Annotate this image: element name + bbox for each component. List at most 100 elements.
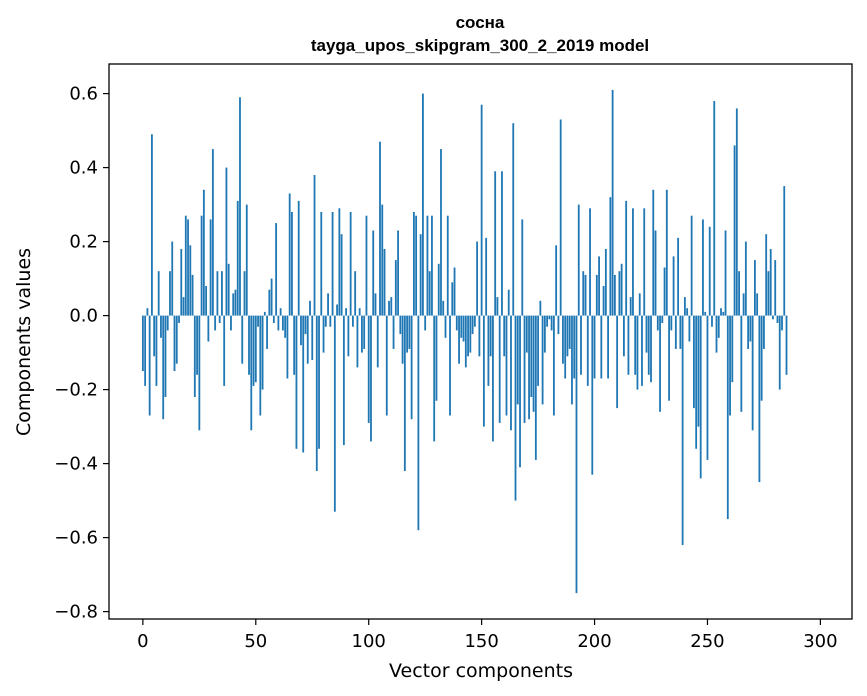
bar-240 bbox=[683, 297, 686, 316]
y-axis-ticks: −0.8 −0.6 −0.4 −0.2 0.0 0.2 0.4 0.6 bbox=[54, 84, 109, 623]
bar-15 bbox=[175, 315, 178, 364]
bar-109 bbox=[388, 300, 390, 316]
bar-120 bbox=[412, 212, 415, 316]
bar-260 bbox=[729, 315, 731, 416]
bar-177 bbox=[541, 315, 544, 405]
bar-19 bbox=[184, 215, 187, 316]
bar-150 bbox=[480, 104, 483, 316]
bar-250 bbox=[706, 315, 709, 460]
bar-171 bbox=[528, 315, 530, 420]
y-tick-label: 0.4 bbox=[69, 158, 98, 179]
bar-237 bbox=[677, 237, 680, 316]
bar-186 bbox=[562, 315, 564, 364]
bar-64 bbox=[286, 315, 289, 379]
bar-166 bbox=[516, 315, 519, 405]
bar-33 bbox=[216, 271, 219, 316]
bar-174 bbox=[534, 315, 537, 460]
bar-134 bbox=[444, 315, 447, 338]
bar-129 bbox=[433, 315, 436, 442]
bar-285 bbox=[785, 315, 788, 375]
bar-0 bbox=[141, 315, 144, 372]
bar-234 bbox=[670, 315, 673, 331]
bar-159 bbox=[501, 171, 503, 316]
bar-41 bbox=[234, 289, 237, 316]
bar-67 bbox=[293, 315, 296, 375]
bar-103 bbox=[374, 293, 377, 316]
bar-3 bbox=[148, 315, 151, 416]
bar-91 bbox=[347, 315, 350, 357]
x-tick-label: 300 bbox=[803, 631, 837, 652]
bar-141 bbox=[460, 315, 463, 338]
bar-119 bbox=[410, 315, 413, 420]
bar-46 bbox=[245, 204, 248, 316]
bar-149 bbox=[478, 315, 481, 357]
bar-68 bbox=[295, 315, 298, 449]
bar-196 bbox=[584, 274, 587, 316]
bar-6 bbox=[155, 315, 158, 386]
bar-283 bbox=[781, 315, 783, 331]
bar-1 bbox=[144, 315, 147, 386]
bar-117 bbox=[406, 315, 409, 353]
bar-43 bbox=[239, 97, 241, 316]
bar-73 bbox=[306, 315, 309, 364]
bar-32 bbox=[214, 315, 217, 331]
bar-279 bbox=[772, 315, 774, 320]
bar-181 bbox=[550, 315, 553, 331]
bar-218 bbox=[634, 315, 637, 375]
bar-53 bbox=[261, 315, 264, 390]
bar-13 bbox=[171, 241, 174, 316]
bar-199 bbox=[591, 315, 594, 475]
bar-163 bbox=[510, 315, 512, 431]
bar-210 bbox=[616, 315, 619, 409]
bar-35 bbox=[221, 271, 223, 316]
bar-276 bbox=[765, 234, 768, 316]
bar-261 bbox=[731, 315, 734, 383]
bar-203 bbox=[600, 315, 603, 379]
bar-168 bbox=[521, 219, 524, 316]
bar-99 bbox=[365, 215, 368, 316]
bar-247 bbox=[699, 315, 702, 479]
bar-130 bbox=[435, 315, 438, 401]
bar-11 bbox=[166, 315, 169, 331]
bar-271 bbox=[753, 260, 756, 316]
bar-47 bbox=[248, 315, 250, 375]
bar-207 bbox=[609, 197, 612, 316]
bar-111 bbox=[392, 315, 395, 349]
bar-36 bbox=[223, 315, 226, 386]
bar-89 bbox=[342, 315, 345, 446]
bar-191 bbox=[573, 315, 576, 379]
bar-206 bbox=[607, 315, 609, 379]
bar-160 bbox=[503, 315, 506, 357]
bar-45 bbox=[243, 271, 246, 316]
bar-153 bbox=[487, 315, 490, 386]
bar-258 bbox=[724, 230, 727, 316]
bar-4 bbox=[151, 134, 153, 316]
bar-208 bbox=[611, 89, 614, 316]
plot-frame bbox=[108, 63, 853, 620]
bar-193 bbox=[577, 204, 580, 316]
bar-17 bbox=[180, 249, 183, 316]
bar-215 bbox=[627, 315, 630, 375]
bar-83 bbox=[329, 315, 332, 327]
bar-244 bbox=[693, 315, 695, 409]
bar-76 bbox=[313, 175, 316, 316]
y-tick-label: −0.2 bbox=[54, 380, 98, 401]
x-tick-label: 100 bbox=[352, 631, 386, 652]
bar-278 bbox=[769, 249, 772, 316]
bar-49 bbox=[252, 315, 255, 386]
bar-52 bbox=[259, 315, 262, 416]
bar-284 bbox=[783, 186, 786, 316]
bar-147 bbox=[473, 315, 476, 327]
bar-270 bbox=[751, 315, 754, 431]
bar-254 bbox=[715, 315, 718, 353]
x-axis-label: Vector components bbox=[389, 660, 573, 682]
bar-252 bbox=[711, 315, 713, 327]
bar-262 bbox=[733, 145, 736, 316]
bar-164 bbox=[512, 123, 515, 316]
bar-187 bbox=[564, 315, 567, 379]
bar-282 bbox=[778, 315, 781, 390]
bar-78 bbox=[318, 315, 320, 449]
bar-256 bbox=[720, 308, 722, 316]
bar-101 bbox=[370, 315, 372, 442]
